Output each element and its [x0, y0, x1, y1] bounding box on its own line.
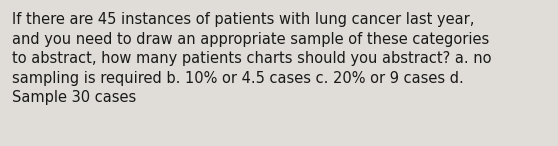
Text: If there are 45 instances of patients with lung cancer last year,
and you need t: If there are 45 instances of patients wi… — [12, 12, 492, 105]
